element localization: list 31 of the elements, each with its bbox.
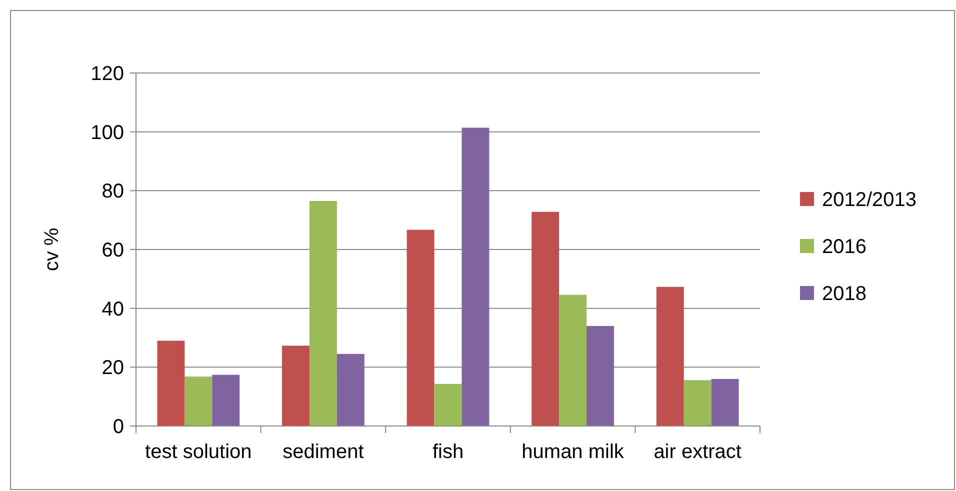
- legend-label: 2018: [822, 283, 866, 305]
- legend-label: 2016: [822, 236, 866, 258]
- y-tick-label: 60: [102, 240, 124, 262]
- bar: [711, 378, 739, 426]
- bar: [434, 384, 462, 426]
- x-tick-label: sediment: [282, 441, 364, 463]
- bar: [656, 286, 684, 426]
- bar: [336, 354, 364, 426]
- y-tick-label: 80: [102, 180, 124, 203]
- x-tick-label: fish: [432, 441, 464, 463]
- bar: [406, 230, 434, 426]
- bar: [462, 128, 490, 426]
- bar: [157, 340, 185, 426]
- x-tick-label: test solution: [145, 441, 252, 463]
- x-tick-label: air extract: [654, 441, 742, 463]
- bar: [586, 326, 614, 426]
- bar: [309, 200, 337, 426]
- bar: [684, 380, 712, 426]
- y-tick-label: 100: [90, 122, 124, 144]
- y-tick-label: 20: [102, 357, 124, 380]
- x-tick-label: human milk: [522, 441, 625, 463]
- y-tick-label: 40: [102, 298, 124, 320]
- bar: [212, 374, 240, 426]
- y-tick-label: 120: [90, 63, 124, 85]
- legend-label: 2012/2013: [822, 189, 917, 211]
- bar: [282, 346, 310, 426]
- bar: [559, 294, 587, 426]
- y-tick-label: 0: [112, 416, 124, 438]
- bar: [184, 376, 212, 426]
- bar: [532, 212, 560, 426]
- y-axis-title: cv %: [41, 228, 63, 272]
